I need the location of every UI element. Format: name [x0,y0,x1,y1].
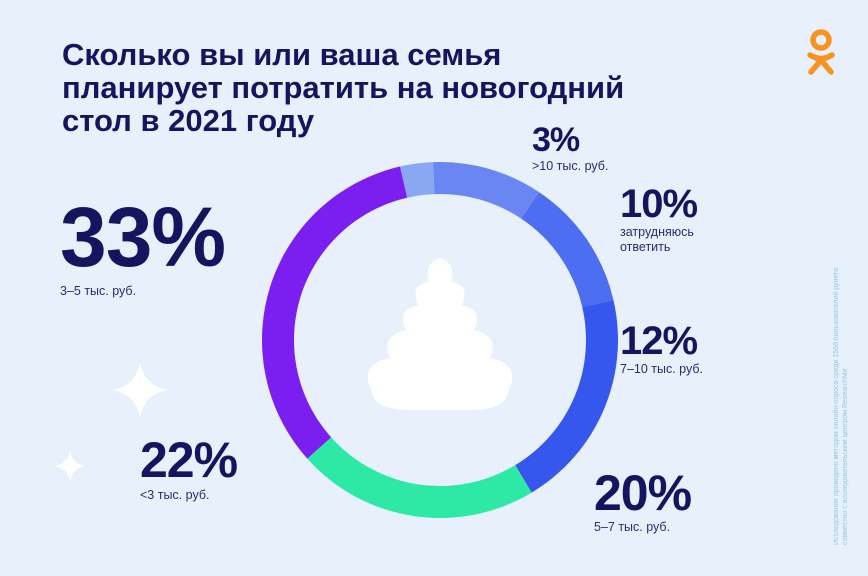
slice-percent: 20% [594,465,692,521]
slice-label-5-7: 20% 5–7 тыс. руб. [594,465,692,535]
donut-slice [433,162,540,219]
title-line: стол в 2021 году [62,103,315,138]
christmas-tree-icon [367,258,513,410]
donut-slice [307,437,532,518]
slice-description: 5–7 тыс. руб. [594,520,671,534]
donut-slice [515,299,619,493]
slice-description: 7–10 тыс. руб. [620,362,704,376]
donut-slice [399,162,435,198]
slice-description: 3–5 тыс. руб. [60,284,137,298]
slice-description: >10 тыс. руб. [532,159,609,173]
page-title: Сколько вы или ваша семья планирует потр… [62,38,702,137]
slice-percent: 3% [532,121,580,159]
slice-label-7-10: 12% 7–10 тыс. руб. [620,320,703,377]
slice-percent: 10% [620,182,698,226]
ok-logo-icon [807,29,835,75]
slice-percent: 12% [620,319,698,363]
slice-percent: 33% [60,190,226,284]
slice-label-unsure: 10% затрудняюсь ответить [620,183,740,255]
donut-slice [261,166,408,459]
source-note: Исследование проведено методом онлайн-оп… [833,267,849,545]
slice-percent: 22% [140,432,238,488]
sparkle-icon [54,362,168,482]
donut-slice [521,192,614,308]
title-line: планирует потратить на новогодний [62,70,625,105]
donut-slices [261,162,619,518]
title-line: Сколько вы или ваша семья [62,37,502,72]
slice-label-3-5: 33% 3–5 тыс. руб. [60,190,226,299]
slice-label-over-10: 3% >10 тыс. руб. [532,121,608,174]
slice-label-under-3: 22% <3 тыс. руб. [140,432,238,503]
slice-description: затрудняюсь ответить [620,225,694,254]
slice-description: <3 тыс. руб. [140,488,210,502]
